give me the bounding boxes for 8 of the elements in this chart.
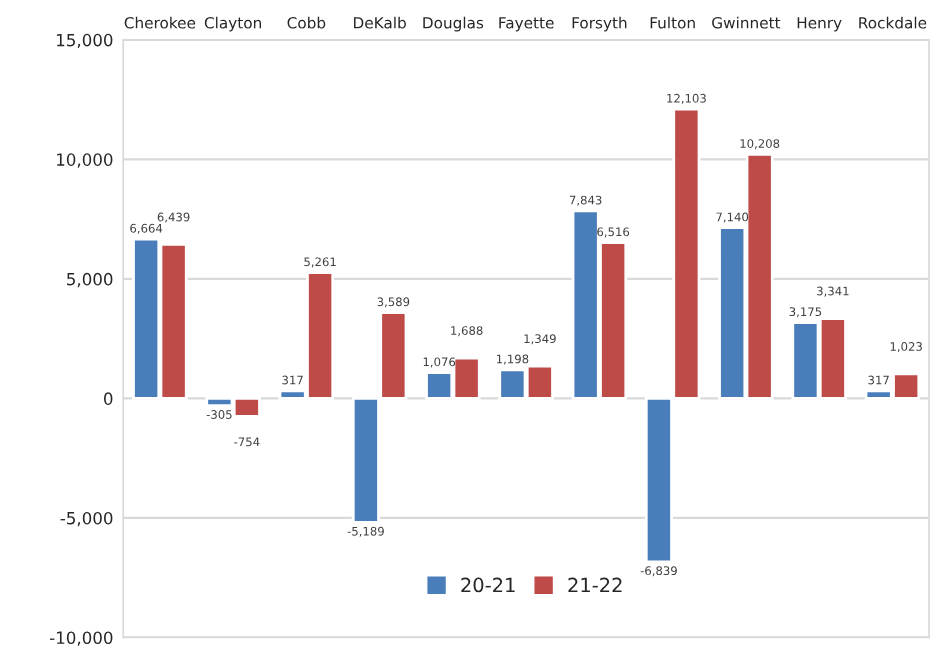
y-tick-label: -10,000 — [50, 631, 113, 646]
y-tick-label: -5,000 — [60, 511, 113, 527]
legend-label: 20-21 — [461, 577, 515, 593]
y-tick-label: 0 — [104, 392, 113, 405]
y-tick-label: 10,000 — [57, 153, 113, 168]
y-tick-label: 15,000 — [57, 33, 113, 49]
legend-label: 21-22 — [568, 577, 622, 592]
y-tick-label: 5,000 — [67, 272, 113, 288]
